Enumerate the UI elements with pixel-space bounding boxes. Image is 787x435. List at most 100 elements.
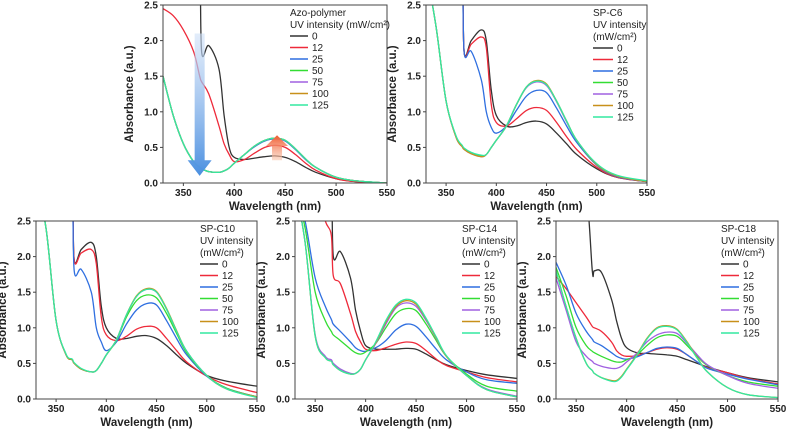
series-line-75 <box>556 277 778 389</box>
x-tick-label: 350 <box>438 188 455 199</box>
x-tick-label: 450 <box>148 404 165 415</box>
y-tick-label: 1.5 <box>144 72 158 83</box>
y-tick-label: 0.5 <box>17 359 31 370</box>
plot-frame <box>555 220 779 400</box>
legend-label-50: 50 <box>222 294 234 305</box>
x-tick-label: 500 <box>328 188 345 199</box>
series-line-125 <box>556 270 778 399</box>
legend-label-100: 100 <box>312 89 329 100</box>
series-line-125 <box>44 221 257 399</box>
legend-label-75: 75 <box>222 306 234 317</box>
x-tick-label: 400 <box>226 188 243 199</box>
legend-title: UV intensity <box>462 236 515 247</box>
legend-label-125: 125 <box>222 329 239 340</box>
y-tick-label: 2.0 <box>144 36 158 47</box>
legend-label-50: 50 <box>312 66 324 77</box>
y-tick-label: 0.5 <box>144 143 158 154</box>
y-tick-label: 0.0 <box>17 395 31 406</box>
y-axis-label: Absorbance (a.u.) <box>387 45 399 142</box>
legend-title: UV intensity <box>721 236 774 247</box>
y-tick-label: 2.5 <box>276 217 290 228</box>
legend-label-75: 75 <box>484 306 496 317</box>
x-axis-label: Wavelength (nm) <box>490 201 582 213</box>
legend-label-125: 125 <box>484 329 501 340</box>
legend-title: UV intensity (mW/cm²) <box>290 20 390 31</box>
legend-label-125: 125 <box>743 329 760 340</box>
y-axis-label: Absorbance (a.u.) <box>0 261 9 358</box>
y-tick-label: 2.5 <box>407 1 421 12</box>
x-tick-label: 350 <box>175 188 192 199</box>
series-line-0 <box>462 5 647 183</box>
y-tick-label: 1.0 <box>144 107 158 118</box>
legend-label-12: 12 <box>312 43 324 54</box>
x-tick-label: 550 <box>509 404 526 415</box>
y-tick-label: 1.5 <box>17 288 31 299</box>
y-tick-label: 1.0 <box>17 323 31 334</box>
legend-label-50: 50 <box>617 78 629 89</box>
legend-label-12: 12 <box>617 55 629 66</box>
x-tick-label: 350 <box>568 404 585 415</box>
legend-label-75: 75 <box>617 90 629 101</box>
series-line-125 <box>301 221 517 398</box>
legend-title: SP-C18 <box>721 224 756 235</box>
series-line-25 <box>462 5 647 183</box>
legend-label-50: 50 <box>484 294 496 305</box>
legend-label-0: 0 <box>222 260 228 271</box>
legend-title: UV intensity <box>593 20 646 31</box>
plot-frame <box>35 220 258 400</box>
y-tick-label: 0.0 <box>276 395 290 406</box>
plot-frame <box>425 4 648 184</box>
x-axis-label: Wavelength (nm) <box>621 417 713 429</box>
legend-label-100: 100 <box>484 317 501 328</box>
x-tick-label: 350 <box>307 404 324 415</box>
y-tick-label: 2.0 <box>276 252 290 263</box>
x-tick-label: 400 <box>357 404 374 415</box>
x-tick-label: 400 <box>618 404 635 415</box>
y-tick-label: 2.0 <box>407 36 421 47</box>
y-axis-label: Absorbance (a.u.) <box>256 261 268 358</box>
x-axis-label: Wavelength (nm) <box>100 417 192 429</box>
y-tick-label: 2.0 <box>17 252 31 263</box>
legend-label-100: 100 <box>222 317 239 328</box>
y-tick-label: 2.5 <box>144 1 158 12</box>
series-line-25 <box>72 221 257 398</box>
x-tick-label: 400 <box>98 404 115 415</box>
plot-frame <box>162 4 388 184</box>
x-tick-label: 450 <box>408 404 425 415</box>
legend-label-50: 50 <box>743 294 755 305</box>
decrease-arrow-icon <box>187 33 212 176</box>
legend-label-0: 0 <box>484 260 490 271</box>
y-axis-label: Absorbance (a.u.) <box>517 261 529 358</box>
x-tick-label: 500 <box>588 188 605 199</box>
x-tick-label: 350 <box>48 404 65 415</box>
y-tick-label: 2.5 <box>537 217 551 228</box>
legend-label-25: 25 <box>743 283 755 294</box>
legend-label-0: 0 <box>743 260 749 271</box>
legend-label-75: 75 <box>312 78 324 89</box>
y-tick-label: 0.5 <box>537 359 551 370</box>
legend-label-12: 12 <box>222 271 234 282</box>
increase-arrow-icon <box>266 135 289 161</box>
x-tick-label: 400 <box>488 188 505 199</box>
legend-title: (mW/cm²) <box>200 248 244 259</box>
legend-label-125: 125 <box>617 113 634 124</box>
legend-title: SP-C10 <box>200 224 235 235</box>
y-tick-label: 1.0 <box>407 107 421 118</box>
legend-title: SP-C14 <box>462 224 497 235</box>
x-tick-label: 500 <box>198 404 215 415</box>
legend-title: Azo-polymer <box>290 8 347 19</box>
y-tick-label: 1.0 <box>276 323 290 334</box>
y-tick-label: 0.0 <box>407 179 421 190</box>
legend-label-100: 100 <box>617 101 634 112</box>
y-tick-label: 0.5 <box>276 359 290 370</box>
x-tick-label: 500 <box>719 404 736 415</box>
y-tick-label: 2.0 <box>537 252 551 263</box>
series-line-125 <box>431 5 647 182</box>
y-tick-label: 1.0 <box>537 323 551 334</box>
y-tick-label: 0.0 <box>537 395 551 406</box>
plot-frame <box>294 220 518 400</box>
